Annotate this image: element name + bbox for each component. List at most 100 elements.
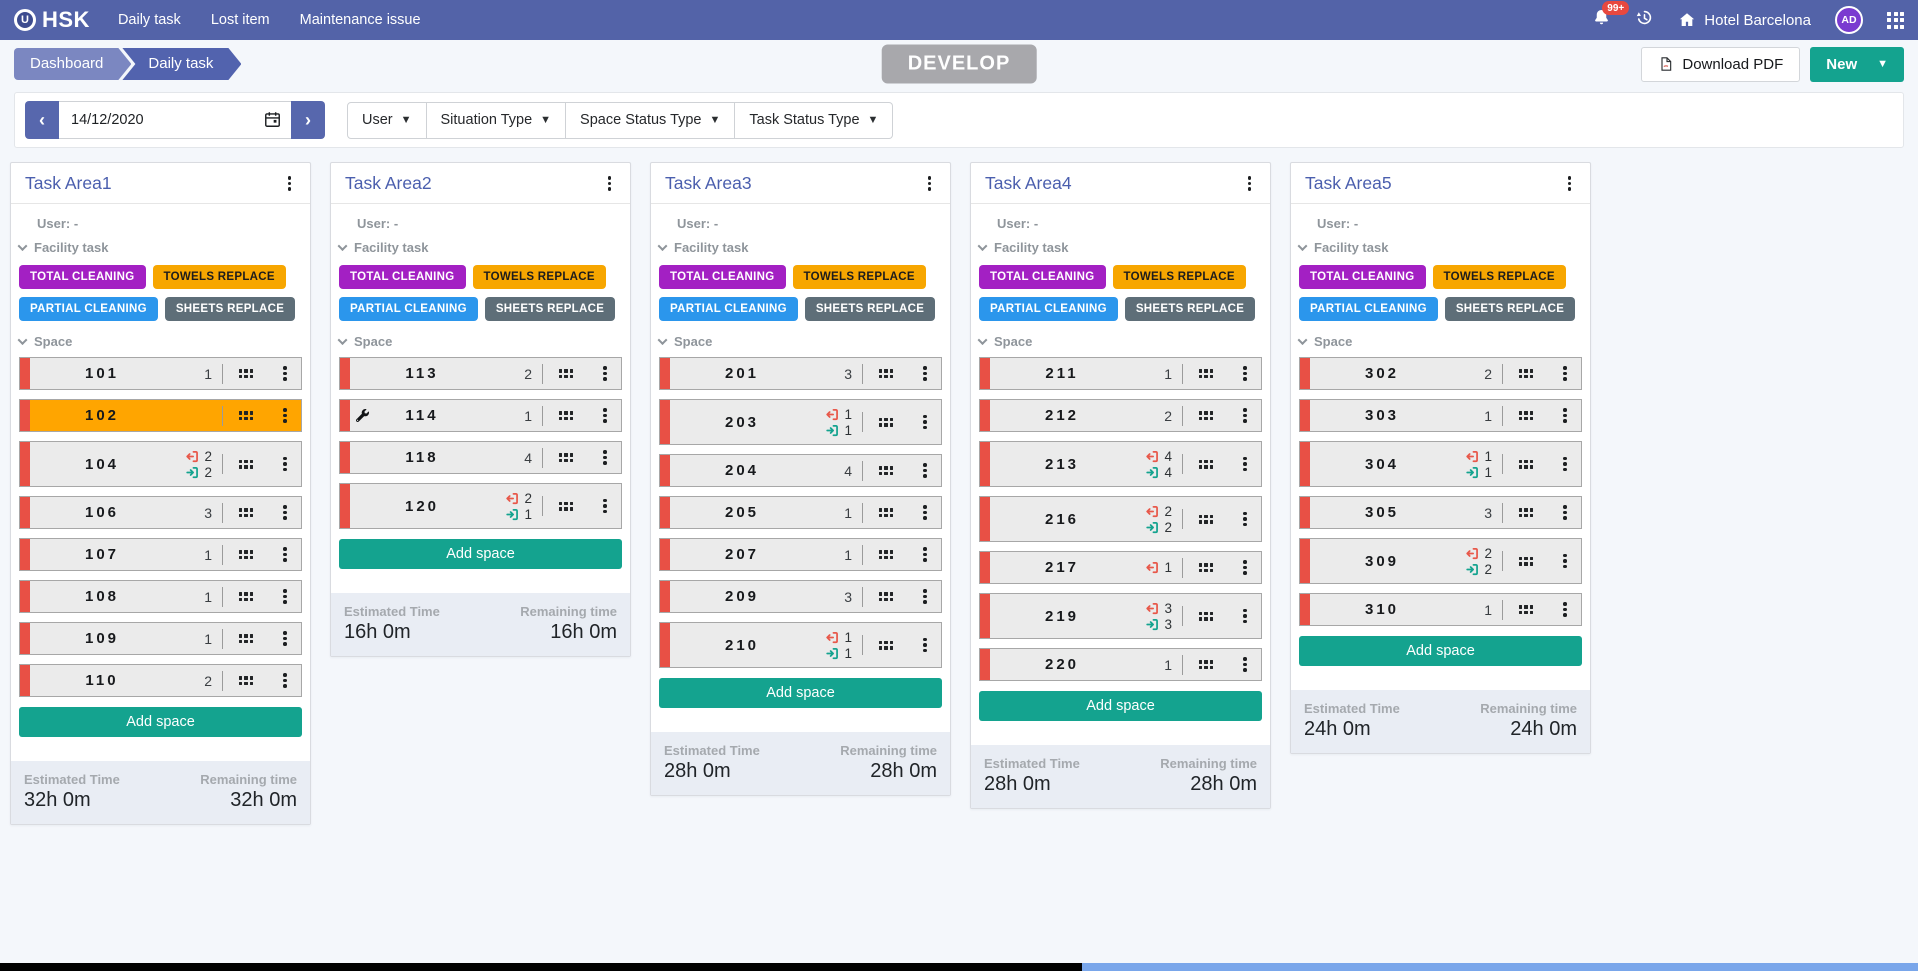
facility-task-section-toggle[interactable]: Facility task	[337, 240, 622, 255]
row-menu-button[interactable]	[1549, 502, 1581, 523]
row-menu-button[interactable]	[1549, 551, 1581, 572]
facility-badge[interactable]: PARTIAL CLEANING	[1299, 297, 1438, 321]
space-row[interactable]: 209 3	[659, 580, 942, 613]
space-row[interactable]: 220 1	[979, 648, 1262, 681]
nav-link-daily-task[interactable]: Daily task	[117, 12, 181, 28]
scrollbar-thumb[interactable]	[0, 963, 1082, 971]
drag-handle[interactable]	[863, 592, 909, 601]
space-row[interactable]: 113 2	[339, 357, 622, 390]
facility-badge[interactable]: TOWELS REPLACE	[792, 265, 926, 289]
drag-handle[interactable]	[1183, 369, 1229, 378]
drag-handle[interactable]	[1503, 508, 1549, 517]
card-menu-button[interactable]	[1563, 173, 1577, 194]
row-menu-button[interactable]	[909, 363, 941, 384]
space-row[interactable]: 203 1 1	[659, 399, 942, 445]
situation-type-filter-dropdown[interactable]: Situation Type ▼	[426, 101, 567, 139]
row-menu-button[interactable]	[909, 460, 941, 481]
facility-badge[interactable]: PARTIAL CLEANING	[659, 297, 798, 321]
facility-badge[interactable]: TOTAL CLEANING	[979, 265, 1106, 289]
space-status-type-filter-dropdown[interactable]: Space Status Type ▼	[566, 101, 736, 139]
space-row[interactable]: 104 2 2	[19, 441, 302, 487]
space-row[interactable]: 305 3	[1299, 496, 1582, 529]
space-row[interactable]: 109 1	[19, 622, 302, 655]
next-day-button[interactable]: ›	[291, 101, 325, 139]
row-menu-button[interactable]	[909, 412, 941, 433]
nav-link-maintenance-issue[interactable]: Maintenance issue	[299, 12, 421, 28]
row-menu-button[interactable]	[1229, 363, 1261, 384]
space-row[interactable]: 102	[19, 399, 302, 432]
space-row[interactable]: 114 1	[339, 399, 622, 432]
drag-handle[interactable]	[543, 501, 589, 511]
facility-task-section-toggle[interactable]: Facility task	[657, 240, 942, 255]
app-logo[interactable]: U HSK	[14, 7, 90, 33]
user-filter-dropdown[interactable]: User ▼	[347, 101, 427, 139]
drag-handle[interactable]	[543, 411, 589, 420]
row-menu-button[interactable]	[1229, 454, 1261, 475]
row-menu-button[interactable]	[1229, 606, 1261, 627]
breadcrumb-daily-task[interactable]: Daily task	[122, 48, 241, 80]
space-section-toggle[interactable]: Space	[657, 334, 942, 349]
row-menu-button[interactable]	[269, 628, 301, 649]
apps-grid-icon[interactable]	[1887, 11, 1904, 29]
row-menu-button[interactable]	[269, 363, 301, 384]
row-menu-button[interactable]	[1229, 557, 1261, 578]
space-row[interactable]: 211 1	[979, 357, 1262, 390]
row-menu-button[interactable]	[589, 363, 621, 384]
facility-badge[interactable]: TOWELS REPLACE	[1432, 265, 1566, 289]
space-section-toggle[interactable]: Space	[17, 334, 302, 349]
add-space-button[interactable]: Add space	[19, 707, 302, 737]
drag-handle[interactable]	[223, 459, 269, 469]
drag-handle[interactable]	[1183, 660, 1229, 669]
row-menu-button[interactable]	[1549, 454, 1581, 475]
facility-badge[interactable]: TOTAL CLEANING	[19, 265, 146, 289]
row-menu-button[interactable]	[909, 586, 941, 607]
drag-handle[interactable]	[863, 466, 909, 475]
row-menu-button[interactable]	[1549, 363, 1581, 384]
space-row[interactable]: 210 1 1	[659, 622, 942, 668]
space-row[interactable]: 101 1	[19, 357, 302, 390]
space-section-toggle[interactable]: Space	[1297, 334, 1582, 349]
facility-badge[interactable]: TOWELS REPLACE	[472, 265, 606, 289]
drag-handle[interactable]	[863, 508, 909, 517]
hotel-selector[interactable]: Hotel Barcelona	[1678, 11, 1811, 29]
space-row[interactable]: 207 1	[659, 538, 942, 571]
date-input[interactable]	[59, 101, 291, 139]
facility-badge[interactable]: PARTIAL CLEANING	[339, 297, 478, 321]
space-row[interactable]: 108 1	[19, 580, 302, 613]
row-menu-button[interactable]	[909, 635, 941, 656]
drag-handle[interactable]	[223, 508, 269, 517]
space-row[interactable]: 107 1	[19, 538, 302, 571]
drag-handle[interactable]	[1183, 411, 1229, 420]
drag-handle[interactable]	[1183, 563, 1229, 572]
row-menu-button[interactable]	[269, 502, 301, 523]
drag-handle[interactable]	[223, 369, 269, 378]
row-menu-button[interactable]	[589, 405, 621, 426]
add-space-button[interactable]: Add space	[979, 691, 1262, 721]
drag-handle[interactable]	[223, 550, 269, 559]
row-menu-button[interactable]	[269, 405, 301, 426]
space-row[interactable]: 118 4	[339, 441, 622, 474]
space-section-toggle[interactable]: Space	[337, 334, 622, 349]
prev-day-button[interactable]: ‹	[25, 101, 59, 139]
space-row[interactable]: 216 2 2	[979, 496, 1262, 542]
add-space-button[interactable]: Add space	[659, 678, 942, 708]
drag-handle[interactable]	[1183, 611, 1229, 621]
user-avatar[interactable]: AD	[1835, 6, 1863, 34]
space-row[interactable]: 219 3 3	[979, 593, 1262, 639]
space-row[interactable]: 204 4	[659, 454, 942, 487]
row-menu-button[interactable]	[269, 454, 301, 475]
horizontal-scrollbar[interactable]	[0, 963, 1918, 971]
facility-badge[interactable]: TOTAL CLEANING	[1299, 265, 1426, 289]
row-menu-button[interactable]	[589, 447, 621, 468]
facility-badge[interactable]: TOTAL CLEANING	[659, 265, 786, 289]
drag-handle[interactable]	[1503, 411, 1549, 420]
nav-link-lost-item[interactable]: Lost item	[210, 12, 270, 28]
drag-handle[interactable]	[1503, 556, 1549, 566]
space-row[interactable]: 110 2	[19, 664, 302, 697]
space-row[interactable]: 106 3	[19, 496, 302, 529]
drag-handle[interactable]	[863, 417, 909, 427]
drag-handle[interactable]	[1183, 514, 1229, 524]
row-menu-button[interactable]	[269, 586, 301, 607]
space-row[interactable]: 309 2 2	[1299, 538, 1582, 584]
drag-handle[interactable]	[1503, 369, 1549, 378]
